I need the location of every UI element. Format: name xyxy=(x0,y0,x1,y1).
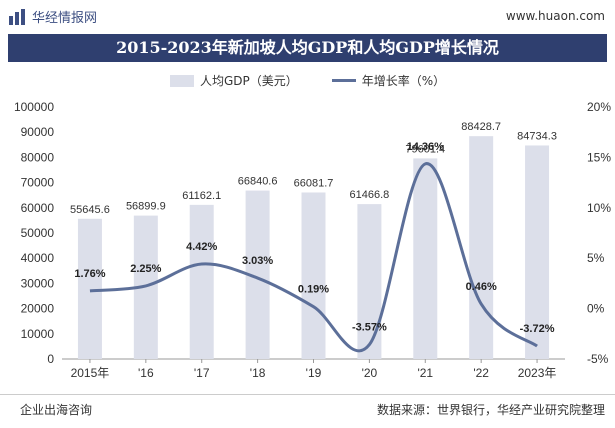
right-axis-tick-label: 10% xyxy=(587,201,611,215)
bar-value-label: 88428.7 xyxy=(461,121,501,133)
line-value-label: 0.46% xyxy=(466,281,497,293)
site-url[interactable]: www.huaon.com xyxy=(505,9,605,23)
x-tick-label: '18 xyxy=(250,366,266,380)
bar xyxy=(301,192,326,359)
bar-value-label: 66840.6 xyxy=(238,176,278,188)
left-axis-tick-label: 100000 xyxy=(14,100,54,114)
legend-item-line: 年增长率（%） xyxy=(331,72,446,89)
left-axis-tick-label: 90000 xyxy=(21,125,55,139)
chart-legend: 人均GDP（美元） 年增长率（%） xyxy=(170,72,479,89)
legend-label-bar: 人均GDP（美元） xyxy=(200,74,298,88)
growth-rate-line xyxy=(89,162,538,353)
left-axis-tick-label: 70000 xyxy=(21,176,55,190)
left-axis-tick-label: 60000 xyxy=(21,201,55,215)
line-value-label: 4.42% xyxy=(186,241,217,253)
right-axis-tick-label: 5% xyxy=(587,251,605,265)
footer-source-text: 数据来源：世界银行，华经产业研究院整理 xyxy=(376,403,605,417)
line-value-label: 14.36% xyxy=(407,141,445,153)
footer: 企业出海咨询 数据来源：世界银行，华经产业研究院整理 xyxy=(0,394,615,428)
bar-value-label: 84734.3 xyxy=(517,130,557,142)
line-value-label: 3.03% xyxy=(242,255,273,267)
legend-swatch-bar xyxy=(170,74,194,87)
left-axis-tick-label: 50000 xyxy=(21,226,55,240)
line-value-label: -3.72% xyxy=(520,323,555,335)
right-axis-tick-label: 0% xyxy=(587,302,605,316)
bar-value-label: 79601.4 xyxy=(405,143,445,155)
bar-value-label: 61162.1 xyxy=(182,190,221,202)
brand: 华经情报网 xyxy=(8,7,97,26)
left-axis-tick-label: 10000 xyxy=(21,327,55,341)
bar-value-label: 56899.9 xyxy=(126,201,166,213)
x-tick-label: '20 xyxy=(362,366,378,380)
line-value-label: -3.57% xyxy=(352,322,387,334)
legend-label-line: 年增长率（%） xyxy=(361,74,446,88)
left-axis-tick-label: 30000 xyxy=(21,276,55,290)
x-tick-label: '17 xyxy=(194,366,210,380)
x-tick-label: 2023年 xyxy=(518,366,557,380)
bar xyxy=(525,145,550,359)
x-tick-label: '19 xyxy=(306,366,322,380)
bar-value-label: 55645.6 xyxy=(70,204,110,216)
left-axis-tick-label: 0 xyxy=(47,352,54,366)
left-axis-tick-label: 80000 xyxy=(21,150,55,164)
left-axis-tick-label: 40000 xyxy=(21,251,55,265)
top-bar: 华经情报网 www.huaon.com xyxy=(0,0,615,34)
bar-value-label: 66081.7 xyxy=(294,177,334,189)
right-axis-tick-label: 20% xyxy=(587,100,611,114)
x-tick-label: '16 xyxy=(138,366,154,380)
bar xyxy=(413,158,438,359)
line-value-label: 2.25% xyxy=(130,263,161,275)
bar xyxy=(77,218,102,359)
line-value-label: 1.76% xyxy=(74,268,105,280)
bar xyxy=(189,204,214,359)
footer-left-text: 企业出海咨询 xyxy=(20,403,93,417)
legend-item-bar: 人均GDP（美元） xyxy=(170,72,298,89)
left-axis-tick-label: 20000 xyxy=(21,302,55,316)
chart-title: 2015-2023年新加坡人均GDP和人均GDP增长情况 xyxy=(8,34,607,62)
logo-icon xyxy=(9,8,25,25)
bar xyxy=(357,204,382,359)
brand-name: 华经情报网 xyxy=(32,11,98,26)
line-value-label: 0.19% xyxy=(298,284,329,296)
legend-swatch-line xyxy=(331,79,356,82)
bar-value-label: 61466.8 xyxy=(350,189,390,201)
right-axis-tick-label: 15% xyxy=(587,150,611,164)
x-tick-label: '22 xyxy=(473,366,489,380)
right-axis-tick-label: -5% xyxy=(587,352,609,366)
bar xyxy=(469,136,494,359)
x-tick-label: 2015年 xyxy=(71,366,110,380)
x-tick-label: '21 xyxy=(417,366,433,380)
